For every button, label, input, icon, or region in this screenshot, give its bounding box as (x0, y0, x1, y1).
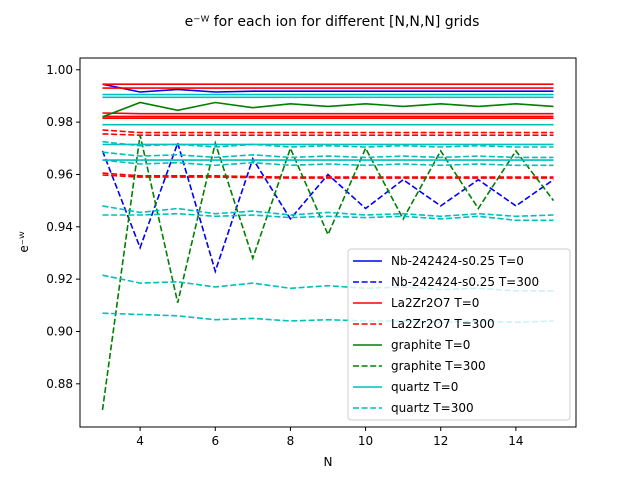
legend-label: graphite T=300 (391, 359, 486, 373)
legend-label: quartz T=300 (391, 401, 474, 415)
y-tick-label: 0.98 (46, 115, 73, 129)
chart-title: e⁻ᵂ for each ion for different [N,N,N] g… (185, 14, 480, 30)
x-tick-label: 4 (136, 434, 144, 448)
y-tick-label: 0.96 (46, 167, 73, 181)
series-line-8 (102, 129, 554, 134)
plot-area (101, 83, 555, 411)
x-tick-label: 6 (211, 434, 219, 448)
series-line-13 (101, 135, 555, 411)
x-tick-label: 8 (287, 434, 295, 448)
series-line-24 (102, 274, 554, 292)
legend-label: graphite T=0 (391, 338, 470, 352)
series-line-2 (101, 140, 554, 274)
x-tick-label: 10 (358, 434, 373, 448)
series-line-1 (102, 83, 554, 93)
x-tick-label: 14 (508, 434, 523, 448)
series-line-9 (102, 133, 554, 136)
series-line-23 (102, 212, 554, 222)
series-line-19 (102, 140, 554, 148)
series-line-25 (102, 312, 554, 324)
series-line-10 (102, 172, 554, 178)
y-axis-label: e⁻ᵂ (17, 231, 31, 253)
y-axis-ticks: 0.88 0.90 0.92 0.94 0.96 0.98 1.00 (46, 63, 80, 391)
series-line-22 (102, 205, 554, 218)
series-line-11 (102, 174, 554, 179)
x-axis-ticks: 4 6 8 10 12 14 (136, 427, 524, 448)
y-tick-label: 1.00 (46, 63, 73, 77)
legend: Nb-242424-s0.25 T=0 Nb-242424-s0.25 T=300… (347, 248, 571, 421)
x-tick-label: 12 (433, 434, 448, 448)
series-line-5 (102, 112, 554, 115)
axes-frame (79, 57, 577, 428)
legend-label: La2Zr2O7 T=300 (391, 317, 495, 331)
series-line-21 (102, 159, 554, 167)
y-tick-label: 0.92 (46, 272, 73, 286)
legend-box (347, 248, 571, 421)
y-tick-label: 0.94 (46, 220, 73, 234)
x-axis-label: N (324, 455, 333, 469)
y-tick-label: 0.88 (46, 377, 73, 391)
legend-label: La2Zr2O7 T=0 (391, 296, 479, 310)
legend-label: Nb-242424-s0.25 T=300 (391, 275, 539, 289)
legend-label: Nb-242424-s0.25 T=0 (391, 254, 524, 268)
series-line-12 (102, 101, 554, 118)
series-line-20 (102, 151, 554, 159)
y-tick-label: 0.90 (46, 324, 73, 338)
legend-label: quartz T=0 (391, 380, 458, 394)
